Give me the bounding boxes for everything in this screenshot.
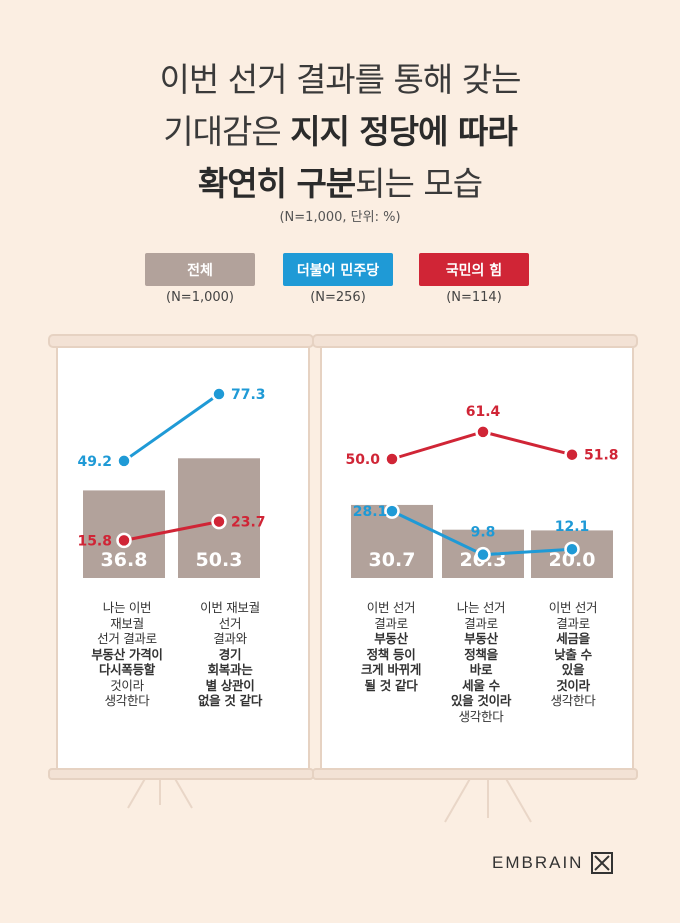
series-point bbox=[211, 386, 227, 402]
title-line-3-text: 되는 모습 bbox=[355, 164, 483, 203]
series-point bbox=[475, 546, 491, 563]
caption-line: 회복과는 bbox=[207, 662, 253, 677]
caption-line: 낮출 수 bbox=[554, 646, 592, 662]
caption-line: 결과로 bbox=[374, 615, 408, 631]
series-point bbox=[116, 532, 132, 549]
series-line bbox=[123, 392, 220, 463]
caption-line: 세울 수 bbox=[462, 677, 500, 693]
caption-line: 정책을 bbox=[464, 646, 498, 662]
caption-line: 생각한다 bbox=[104, 693, 150, 708]
caption-right-3: 이번 선거 결과로 세금을 낮출 수 있을 것이라 생각한다 bbox=[520, 600, 626, 709]
caption-line: 이번 재보궐 bbox=[200, 600, 260, 615]
series-value-label: 61.4 bbox=[466, 404, 501, 420]
series-point bbox=[384, 451, 400, 467]
caption-line: 경기 bbox=[218, 646, 242, 662]
caption-right-1: 이번 선거 결과로 부동산 정책 등이 크게 바뀌게 될 것 같다 bbox=[338, 600, 444, 693]
series-point bbox=[211, 513, 227, 530]
caption-right-2: 나는 선거 결과로 부동산 정책을 바로 세울 수 있을 것이라 생각한다 bbox=[428, 600, 534, 724]
caption-left-2: 이번 재보궐 선거 결과와 경기 회복과는 별 상관이 없을 것 같다 bbox=[175, 600, 285, 709]
bar-value-label: 36.8 bbox=[101, 549, 148, 571]
caption-line: 이번 선거 bbox=[548, 600, 598, 615]
caption-line: 다시폭등할 bbox=[98, 662, 155, 677]
series-value-label: 9.8 bbox=[471, 525, 496, 541]
legend-ppp-n: (N=114) bbox=[446, 290, 502, 305]
series-value-label: 23.7 bbox=[231, 515, 266, 531]
caption-line: 부동산 bbox=[464, 631, 498, 646]
caption-line: 선거 결과로 bbox=[97, 631, 157, 646]
legend-democratic: 더불어 민주당 bbox=[283, 253, 393, 286]
series-value-label: 28.1 bbox=[353, 504, 388, 520]
caption-line: 있을 것이라 bbox=[450, 693, 512, 708]
series-value-label: 50.0 bbox=[345, 452, 380, 468]
caption-line: 것이라 bbox=[110, 677, 144, 693]
logo-text: EMBRAIN bbox=[492, 853, 584, 872]
series-value-label: 15.8 bbox=[77, 533, 112, 549]
caption-line: 있을 bbox=[561, 662, 585, 677]
page-title: 이번 선거 결과를 통해 갖는 기대감은 지지 정당에 따라 확연히 구분되는 … bbox=[0, 54, 680, 210]
caption-line: 결과로 bbox=[464, 615, 498, 631]
legend-democratic-n: (N=256) bbox=[310, 290, 366, 305]
bar-value-label: 20.0 bbox=[549, 549, 596, 571]
caption-line: 결과로 bbox=[556, 615, 590, 631]
title-line-2-bold: 지지 정당에 따라 bbox=[290, 112, 517, 151]
series-point bbox=[116, 453, 132, 469]
logo-mark-icon bbox=[591, 852, 614, 874]
series-value-label: 51.8 bbox=[584, 448, 619, 464]
title-line-3-bold: 확연히 구분 bbox=[197, 164, 356, 203]
caption-line: 부동산 가격이 bbox=[91, 646, 163, 662]
caption-line: 결과와 bbox=[213, 631, 247, 646]
caption-line: 크게 바뀌게 bbox=[360, 662, 422, 677]
title-line-2: 기대감은 지지 정당에 따라 bbox=[0, 106, 680, 158]
title-line-2-text: 기대감은 bbox=[163, 112, 291, 151]
caption-line: 바로 bbox=[469, 662, 493, 677]
caption-line: 별 상관이 bbox=[205, 677, 255, 693]
caption-line: 생각한다 bbox=[458, 708, 504, 724]
caption-line: 이번 선거 bbox=[366, 600, 416, 615]
caption-line: 것이라 bbox=[556, 677, 590, 693]
title-line-3: 확연히 구분되는 모습 bbox=[0, 158, 680, 210]
board-right-bottom-rod bbox=[312, 768, 638, 780]
series-value-label: 12.1 bbox=[555, 519, 590, 535]
series-point bbox=[475, 424, 491, 440]
caption-line: 정책 등이 bbox=[366, 646, 416, 662]
caption-line: 생각한다 bbox=[550, 693, 596, 708]
legend-total: 전체 bbox=[145, 253, 255, 286]
caption-line: 부동산 bbox=[374, 631, 408, 646]
legend-ppp: 국민의 힘 bbox=[419, 253, 529, 286]
caption-line: 선거 bbox=[218, 615, 242, 631]
caption-line: 없을 것 같다 bbox=[197, 693, 263, 708]
caption-line: 재보궐 bbox=[110, 615, 144, 631]
caption-line: 나는 선거 bbox=[456, 600, 506, 615]
series-value-label: 49.2 bbox=[77, 454, 112, 470]
bar-value-label: 30.7 bbox=[369, 549, 416, 571]
series-line bbox=[123, 520, 220, 542]
subtitle: (N=1,000, 단위: %) bbox=[279, 210, 401, 225]
series-point bbox=[564, 446, 580, 463]
legend-total-n: (N=1,000) bbox=[166, 290, 234, 305]
caption-left-1: 나는 이번 재보궐 선거 결과로 부동산 가격이 다시폭등할 것이라 생각한다 bbox=[72, 600, 182, 709]
board-right-top-rod bbox=[312, 334, 638, 348]
title-line-1: 이번 선거 결과를 통해 갖는 bbox=[159, 60, 522, 99]
series-point bbox=[384, 503, 400, 519]
caption-line: 나는 이번 bbox=[102, 600, 152, 615]
series-value-label: 77.3 bbox=[231, 387, 266, 403]
series-point bbox=[564, 541, 580, 557]
caption-line: 세금을 bbox=[556, 631, 590, 646]
bar-value-label: 50.3 bbox=[196, 549, 243, 571]
brand-logo: EMBRAIN bbox=[492, 852, 614, 874]
caption-line: 될 것 같다 bbox=[364, 677, 418, 693]
